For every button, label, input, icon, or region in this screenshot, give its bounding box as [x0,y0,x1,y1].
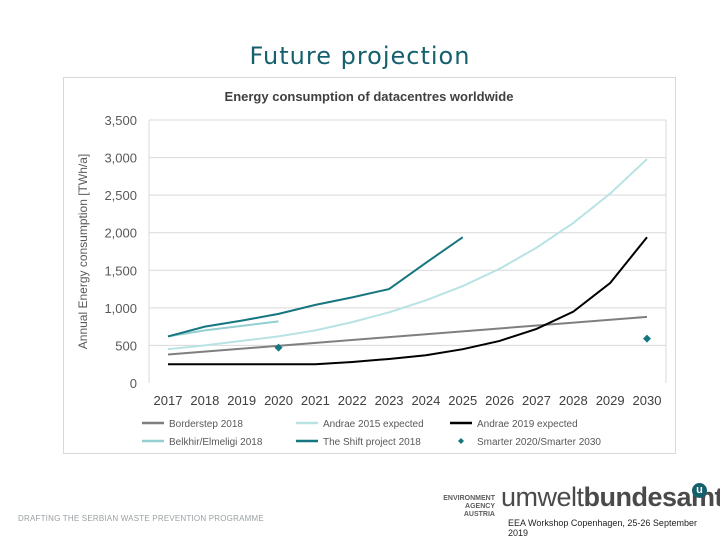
y-tick-label: 500 [115,338,137,353]
y-tick-label: 1,000 [104,301,137,316]
agency-line-2: AGENCY AUSTRIA [463,503,495,518]
event-caption: EEA Workshop Copenhagen, 25-26 September… [508,518,697,538]
x-tick-label: 2021 [301,393,330,408]
legend-label-smarter-2020-smarter-2030: Smarter 2020/Smarter 2030 [477,437,601,448]
y-tick-label: 2,000 [104,226,137,241]
x-tick-label: 2023 [375,393,404,408]
x-tick-label: 2026 [485,393,514,408]
x-tick-label: 2030 [633,393,662,408]
series-line-andrae-2019-expected [168,236,648,366]
series-line-the-shift-project-2018 [167,236,464,338]
agency-logo: ENVIRONMENT AGENCY AUSTRIA umweltbundesa… [423,481,720,538]
brand-mark-icon: u [692,483,707,498]
slide-title: Future projection [249,42,471,70]
y-axis-label: Annual Energy consumption [TWh/a] [76,154,90,349]
data-point-smarter-2020-smarter-2030 [274,343,283,352]
legend-label-the-shift-project-2018: The Shift project 2018 [323,437,421,448]
x-tick-label: 2019 [227,393,256,408]
agency-name: ENVIRONMENT AGENCY AUSTRIA [433,495,495,519]
y-tick-label: 3,000 [104,151,137,166]
x-tick-label: 2022 [338,393,367,408]
chart-title: Energy consumption of datacentres worldw… [225,89,514,104]
y-tick-label: 1,500 [104,263,137,278]
brand-wordmark: umweltbundesamt [501,482,720,513]
legend-label-andrae-2019-expected: Andrae 2019 expected [477,419,578,430]
y-tick-label: 2,500 [104,188,137,203]
series-line-andrae-2015-expected [167,158,648,351]
brand-light: umwelt [501,482,584,512]
data-point-smarter-2020-smarter-2030 [643,334,651,343]
x-tick-label: 2020 [264,393,293,408]
legend-label-belkhir-elmeligi-2018: Belkhir/Elmeligi 2018 [169,437,263,448]
x-tick-label: 2018 [190,393,219,408]
x-tick-label: 2027 [522,393,551,408]
footer-program-label: DRAFTING THE SERBIAN WASTE PREVENTION PR… [18,514,264,523]
x-tick-label: 2029 [596,393,625,408]
series-line-borderstep-2018 [167,315,648,356]
legend-label-borderstep-2018: Borderstep 2018 [169,419,243,430]
x-tick-label: 2024 [411,393,440,408]
x-tick-label: 2025 [448,393,477,408]
y-tick-label: 3,500 [104,113,137,128]
chart-frame: Energy consumption of datacentres worldw… [63,77,676,454]
y-tick-label: 0 [130,376,137,391]
energy-chart: Energy consumption of datacentres worldw… [76,89,667,448]
agency-line-1: ENVIRONMENT [443,495,495,502]
legend-swatch-smarter-2020-smarter-2030 [458,438,464,444]
x-tick-label: 2017 [154,393,183,408]
x-tick-label: 2028 [559,393,588,408]
legend-label-andrae-2015-expected: Andrae 2015 expected [323,419,424,430]
series-line-belkhir-elmeligi-2018 [167,320,279,338]
